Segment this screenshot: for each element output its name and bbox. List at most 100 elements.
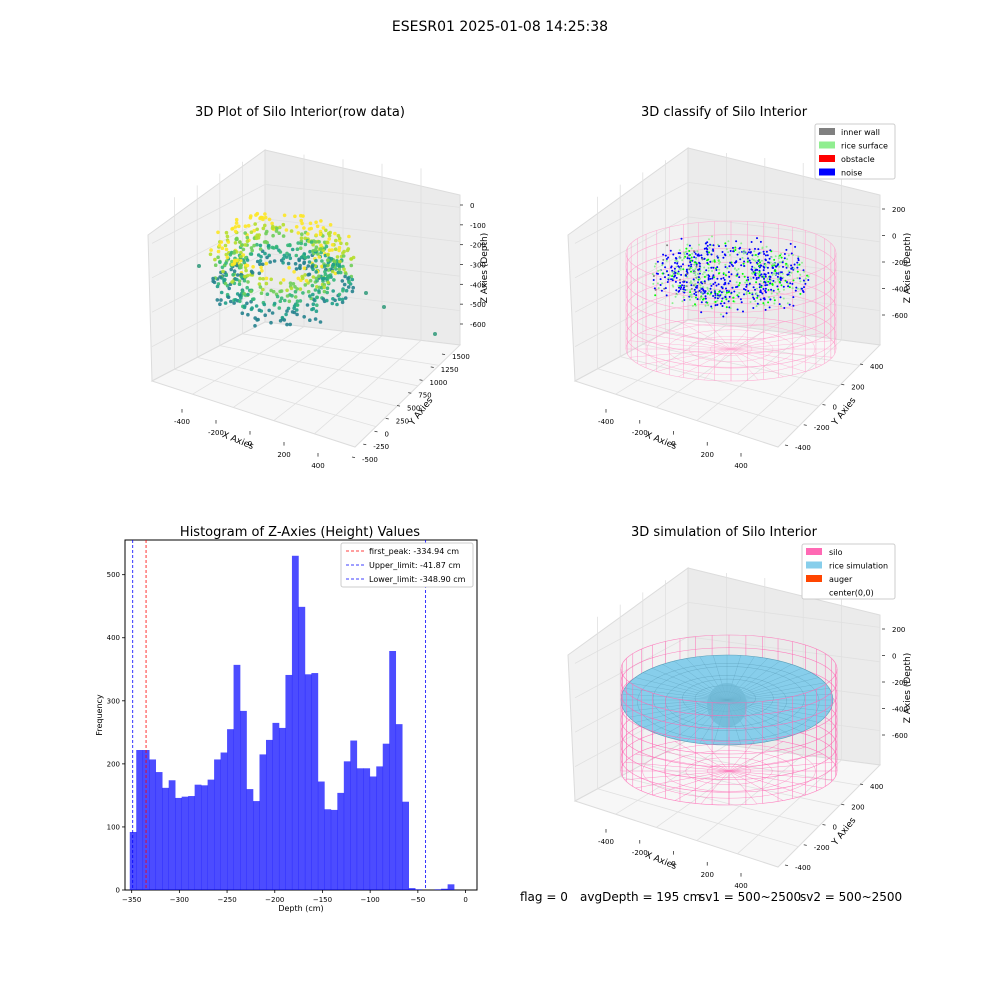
data-point — [263, 215, 268, 220]
tick-label: 0 — [833, 824, 837, 832]
data-point — [778, 261, 781, 264]
data-point — [325, 286, 330, 291]
data-point — [295, 287, 300, 291]
data-point — [720, 277, 723, 280]
data-point — [720, 300, 723, 303]
data-point — [314, 258, 318, 263]
data-point — [786, 273, 789, 276]
gridline — [737, 339, 842, 435]
data-point — [799, 273, 802, 276]
data-point — [704, 295, 707, 298]
data-point — [765, 250, 768, 253]
data-point — [689, 294, 691, 297]
panel-classify-3d[interactable]: 3D classify of Silo Interior -400-200020… — [567, 105, 913, 470]
data-point — [686, 257, 689, 260]
data-point — [216, 230, 220, 235]
data-point — [303, 273, 307, 277]
data-point — [661, 262, 664, 265]
classify-y-label: Y Axies — [830, 396, 859, 429]
tick-mark — [803, 844, 807, 846]
simulation-z-label: Z Axies (Depth) — [903, 653, 913, 724]
gridline — [655, 329, 766, 408]
data-point — [271, 224, 275, 229]
data-point — [651, 273, 654, 276]
data-point — [299, 213, 303, 218]
data-point — [708, 290, 710, 293]
data-point — [709, 282, 712, 285]
data-point — [681, 284, 684, 287]
data-point — [665, 259, 668, 262]
data-point — [685, 281, 688, 284]
tick-mark — [385, 417, 389, 420]
silo-floor-spoke — [730, 348, 822, 366]
tick-label: -600 — [470, 321, 486, 329]
silo-floor-spoke — [730, 321, 784, 350]
data-point — [335, 302, 339, 307]
data-point — [777, 257, 780, 260]
data-point — [295, 308, 299, 312]
data-point — [682, 296, 685, 299]
data-point — [288, 322, 293, 327]
data-point — [235, 277, 239, 282]
data-point — [704, 297, 707, 300]
data-point — [272, 259, 277, 263]
data-point — [747, 251, 750, 254]
data-point — [761, 292, 764, 295]
data-point — [723, 278, 726, 281]
data-point — [704, 282, 706, 284]
panel-simulation-3d[interactable]: 3D simulation of Silo Interior -400 -200 0… — [567, 525, 913, 890]
data-point — [725, 274, 727, 277]
legend-label: rice simulation — [829, 562, 888, 571]
data-point — [317, 274, 321, 279]
data-point — [695, 262, 698, 265]
data-point — [686, 252, 689, 255]
data-point — [724, 294, 727, 296]
tick-label: -200 — [632, 849, 648, 857]
data-point — [351, 285, 356, 290]
data-point — [687, 264, 690, 267]
data-point — [778, 281, 781, 284]
data-point — [763, 266, 766, 269]
data-point — [715, 267, 717, 270]
data-point — [755, 281, 758, 284]
data-point — [289, 229, 294, 233]
data-point — [763, 280, 766, 283]
data-point — [748, 282, 751, 285]
panel-raw-3d[interactable]: 3D Plot of Silo Interior(row data) -400-… — [147, 105, 490, 470]
data-point — [746, 276, 749, 279]
data-point — [699, 277, 702, 280]
data-point — [653, 265, 656, 268]
data-point — [751, 293, 754, 296]
data-point — [673, 275, 676, 278]
data-point — [676, 293, 679, 296]
data-point — [288, 281, 293, 286]
data-point — [666, 270, 668, 273]
data-point — [263, 223, 267, 228]
data-point — [736, 294, 739, 297]
data-point — [743, 293, 745, 296]
silo-floor-ring — [707, 763, 751, 779]
data-point — [280, 315, 285, 320]
data-point — [249, 246, 254, 250]
data-point — [662, 253, 665, 256]
data-point — [733, 267, 736, 270]
data-point — [255, 227, 259, 232]
data-point — [767, 301, 770, 304]
panel-histogram[interactable]: Histogram of Z-Axies (Height) Values −35… — [95, 525, 478, 913]
data-point — [792, 296, 795, 299]
hist-y-ticks: 0 100 200 300 400 500 — [107, 571, 125, 895]
tick-label: -600 — [892, 732, 908, 740]
data-point — [769, 261, 772, 264]
data-point — [735, 261, 737, 263]
tick-mark — [396, 405, 401, 407]
tick-label: -400 — [795, 864, 811, 872]
data-point — [227, 286, 231, 291]
hist-bar — [240, 710, 247, 890]
tick-label: 200 — [701, 451, 714, 459]
hist-bar — [162, 787, 169, 890]
data-point — [293, 295, 298, 299]
data-point — [686, 243, 689, 246]
data-point — [246, 223, 251, 228]
data-point — [700, 292, 703, 295]
data-point — [749, 277, 752, 280]
